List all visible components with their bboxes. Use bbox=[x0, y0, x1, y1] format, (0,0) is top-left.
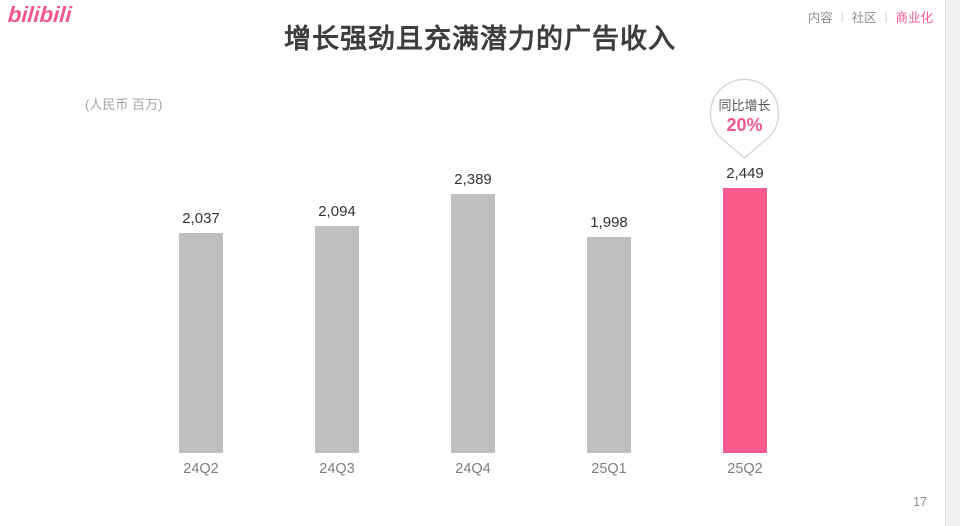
bar-group-25Q2: 2,449 25Q2 bbox=[685, 165, 805, 477]
bar-category-label: 24Q4 bbox=[455, 461, 491, 477]
yoy-growth-value: 20% bbox=[726, 115, 763, 135]
slide-title: 增长强劲且充满潜力的广告收入 bbox=[284, 24, 676, 54]
bar bbox=[587, 237, 631, 453]
section-nav: 内容 | 社区 | 商业化 bbox=[808, 7, 933, 26]
bar-value-label: 2,094 bbox=[318, 203, 356, 220]
bar-value-label: 1,998 bbox=[590, 214, 628, 231]
axis-units-label: (人民币 百万) bbox=[85, 97, 163, 112]
yoy-growth-label: 同比增长 bbox=[718, 98, 771, 113]
bar bbox=[451, 194, 495, 453]
bar-group-25Q1: 1,998 25Q1 bbox=[549, 214, 669, 477]
bar bbox=[179, 233, 223, 453]
bar-category-label: 24Q3 bbox=[319, 461, 355, 477]
nav-item-content[interactable]: 内容 bbox=[807, 11, 833, 25]
nav-item-community[interactable]: 社区 bbox=[851, 11, 877, 25]
bar-value-label: 2,389 bbox=[454, 171, 492, 188]
bar-value-label: 2,037 bbox=[182, 210, 220, 227]
bar-group-24Q3: 2,094 24Q3 bbox=[277, 203, 397, 477]
bar-category-label: 24Q2 bbox=[183, 461, 219, 477]
bar-group-24Q4: 2,389 24Q4 bbox=[413, 171, 533, 477]
nav-item-commercialization[interactable]: 商业化 bbox=[895, 11, 933, 25]
nav-separator: | bbox=[884, 10, 888, 23]
bar-category-label: 25Q2 bbox=[727, 461, 763, 477]
page-number: 17 bbox=[913, 495, 927, 509]
balloon-pin-shape bbox=[709, 78, 780, 159]
bar-highlighted bbox=[723, 188, 767, 453]
bar-value-label: 2,449 bbox=[726, 165, 764, 182]
nav-separator: | bbox=[840, 10, 844, 23]
bar bbox=[315, 226, 359, 453]
bar-group-24Q2: 2,037 24Q2 bbox=[141, 210, 261, 477]
scrollbar-track[interactable] bbox=[945, 0, 960, 526]
bar-category-label: 25Q1 bbox=[591, 461, 627, 477]
growth-annotation-balloon: 同比增长 20% bbox=[707, 78, 782, 160]
